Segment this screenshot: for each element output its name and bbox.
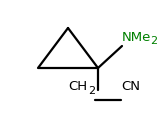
Text: 2: 2 (88, 86, 95, 96)
Text: CH: CH (68, 80, 87, 93)
Text: 2: 2 (150, 36, 157, 46)
Text: CN: CN (121, 80, 140, 93)
Text: NMe: NMe (122, 31, 151, 44)
